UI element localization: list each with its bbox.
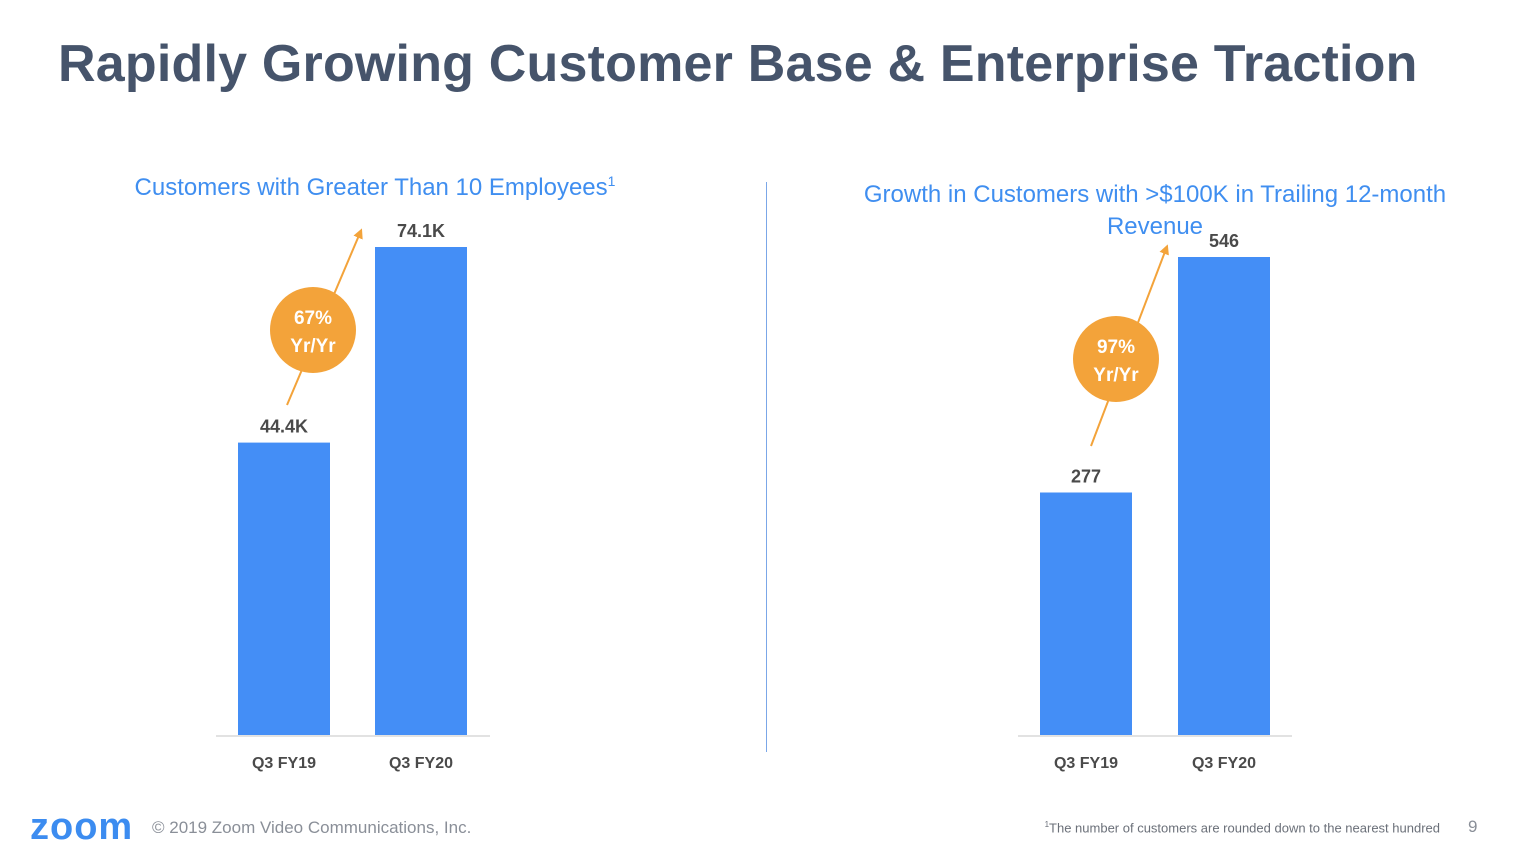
chart-title-text: Customers with Greater Than 10 Employees xyxy=(134,174,608,201)
growth-badge-percent: 97% xyxy=(1097,337,1135,358)
footnote-marker: 1 xyxy=(607,173,616,189)
x-tick-label: Q3 FY19 xyxy=(1054,755,1118,772)
bar-q3-fy19 xyxy=(238,442,330,735)
chart-divider xyxy=(766,182,767,752)
footnote-text: The number of customers are rounded down… xyxy=(1049,820,1440,836)
zoom-logo: zoom xyxy=(30,806,134,848)
copyright-text: © 2019 Zoom Video Communications, Inc. xyxy=(152,818,472,837)
growth-badge xyxy=(270,287,356,373)
growth-badge xyxy=(1073,316,1159,402)
bar-q3-fy19 xyxy=(1040,492,1132,735)
data-label: 546 xyxy=(1209,231,1239,251)
growth-badge-percent: 67% xyxy=(294,308,332,329)
chart-title-customers-over-10-employees: Customers with Greater Than 10 Employees… xyxy=(80,172,670,204)
x-tick-label: Q3 FY20 xyxy=(1192,755,1256,772)
x-tick-label: Q3 FY19 xyxy=(252,755,316,772)
footnote: 1The number of customers are rounded dow… xyxy=(1045,820,1440,835)
growth-badge-period: Yr/Yr xyxy=(290,336,336,357)
bar-q3-fy20 xyxy=(375,247,467,735)
data-label: 74.1K xyxy=(397,221,445,241)
data-label: 277 xyxy=(1071,466,1101,486)
data-label: 44.4K xyxy=(260,417,308,437)
bar-q3-fy20 xyxy=(1178,257,1270,735)
x-tick-label: Q3 FY20 xyxy=(389,755,453,772)
growth-badge-period: Yr/Yr xyxy=(1093,365,1139,386)
page-number: 9 xyxy=(1468,817,1478,836)
slide-title: Rapidly Growing Customer Base & Enterpri… xyxy=(58,35,1418,93)
footnote-marker: 1 xyxy=(1044,820,1050,829)
chart-title-customers-over-100k: Growth in Customers with >$100K in Trail… xyxy=(863,181,1447,240)
